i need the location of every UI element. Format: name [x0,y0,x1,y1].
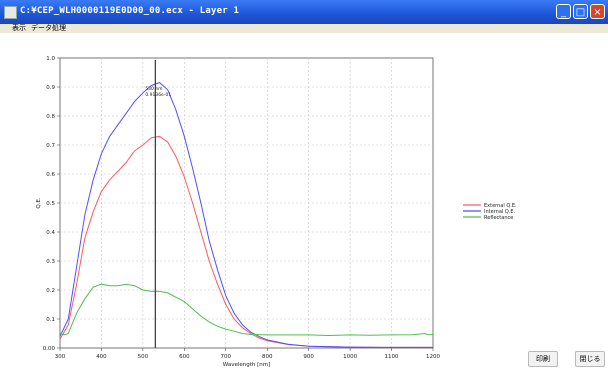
print-button[interactable]: 印刷 [528,351,558,367]
y-tick-label: 0.9 [46,85,55,91]
y-tick-label: 0.3 [46,259,55,265]
x-tick-label: 1200 [426,354,440,360]
y-tick-label: 0.8 [46,114,55,120]
x-tick-label: 400 [96,354,107,360]
x-tick-label: 900 [303,354,314,360]
minimize-button[interactable]: _ [556,4,571,19]
menu-view[interactable]: 表示 [12,24,26,32]
x-tick-label: 500 [138,354,149,360]
y-tick-label: 0.6 [46,172,55,178]
x-axis-label: Wavelength [nm] [223,362,271,368]
menu-bar: 表示 データ処理 [0,24,608,33]
y-tick-label: 1.0 [46,56,55,62]
close-window-button[interactable]: × [590,4,605,19]
y-tick-label: 0.2 [46,288,55,294]
series-line-2 [59,283,434,337]
chart-panel: 300 400 500 600 700 800 900 1000 1100 1200 0.00 0.1… [0,33,608,370]
y-axis-label: Q.E. [36,197,42,209]
x-tick-label: 800 [262,354,273,360]
window-titlebar: C:¥CEP_WLH0000119E0D00_00.ecx - Layer 1 … [0,0,608,24]
x-tick-label: 300 [55,354,66,360]
x-tick-label: 1100 [385,354,399,360]
y-tick-label: 0.00 [43,346,56,352]
y-tick-label: 0.7 [46,143,55,149]
legend-label-0: External Q.E. [484,203,517,209]
legend-label-2: Reflectance [484,215,513,221]
y-tick-label: 0.1 [46,317,55,323]
series-line-1 [59,82,433,348]
cursor-readout-wavelength: 530 nm [145,86,162,92]
plot-area [59,57,434,349]
x-tick-label: 600 [179,354,190,360]
x-tick-label: 1000 [343,354,357,360]
legend-label-1: Internal Q.E. [484,209,516,215]
menu-data-processing[interactable]: データ処理 [31,24,66,32]
y-tick-label: 0.5 [46,201,55,207]
x-tick-label: 700 [221,354,232,360]
cursor-readout-value: 0.9136e-01 [145,92,171,98]
maximize-button[interactable]: □ [573,4,588,19]
window-title: C:¥CEP_WLH0000119E0D00_00.ecx - Layer 1 [20,6,240,16]
close-button[interactable]: 閉じる [575,351,605,367]
series-line-0 [59,135,433,348]
qe-chart: 300 400 500 600 700 800 900 1000 1100 1200 0.00 0.1… [36,56,517,368]
y-tick-label: 0.4 [46,230,55,236]
app-icon [4,6,17,19]
